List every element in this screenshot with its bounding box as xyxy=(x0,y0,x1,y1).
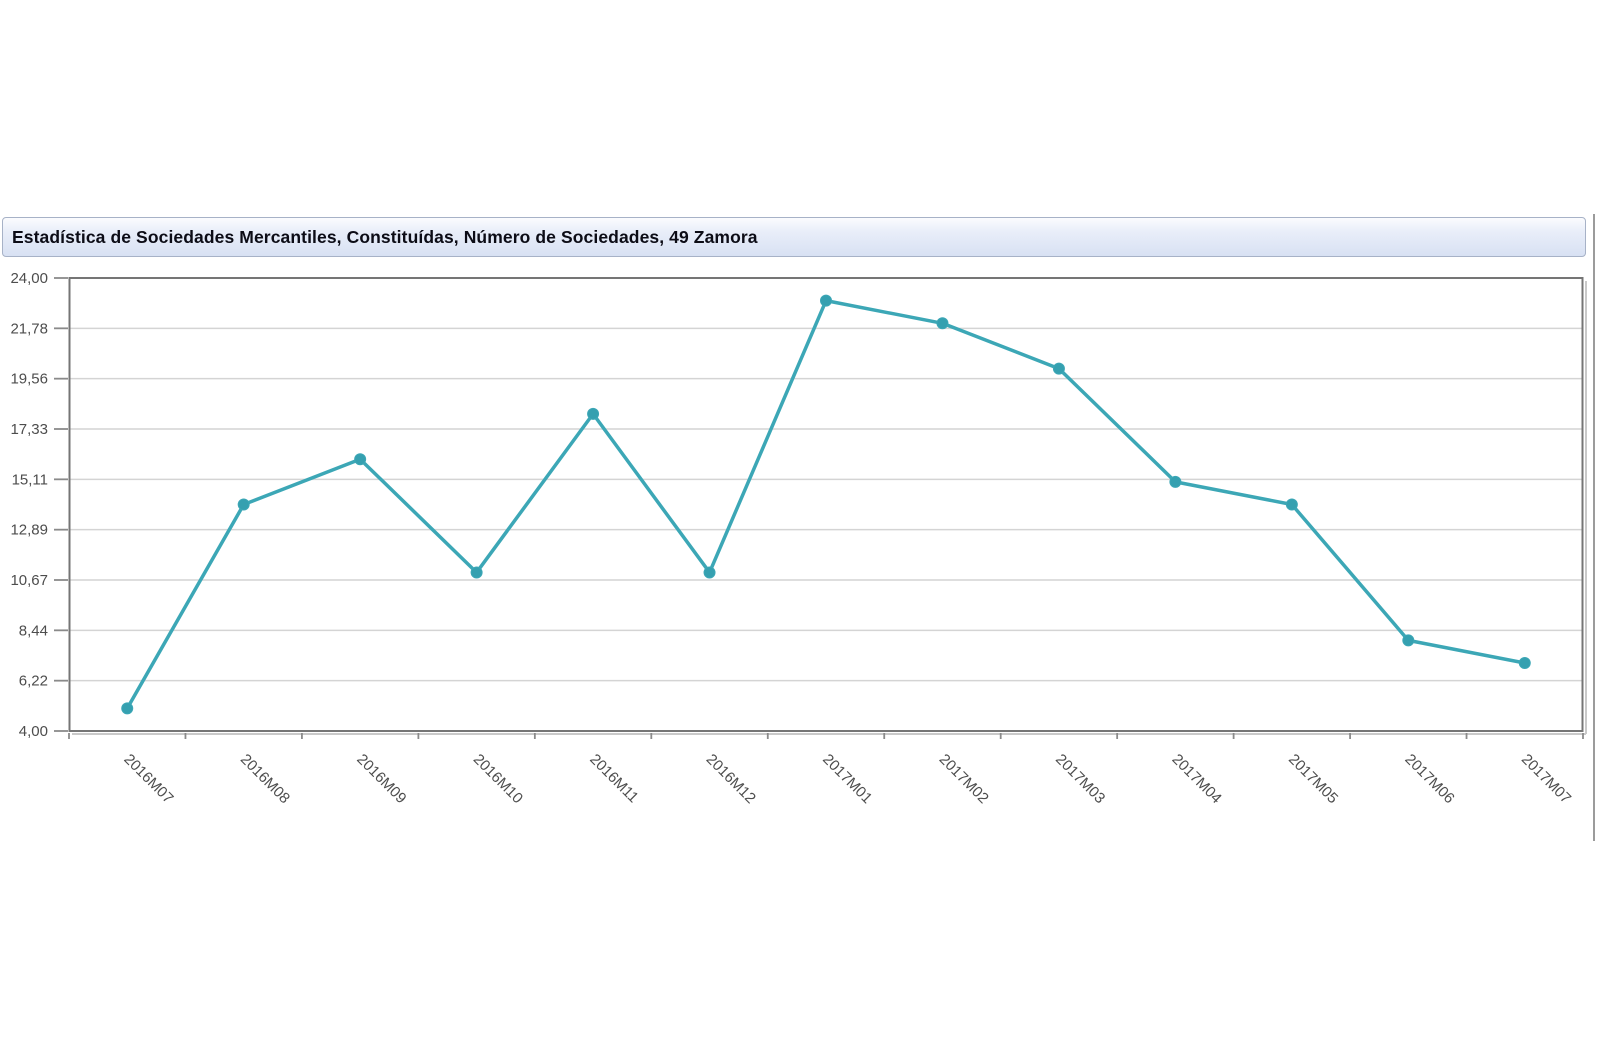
y-axis-label: 12,89 xyxy=(10,522,48,539)
data-point-2016M09[interactable] xyxy=(354,453,367,466)
data-point-2016M11[interactable] xyxy=(587,407,600,420)
y-axis-label: 21,78 xyxy=(10,320,48,337)
x-axis-label: 2016M08 xyxy=(237,751,293,807)
y-axis-label: 4,00 xyxy=(19,723,48,740)
data-point-2016M07[interactable] xyxy=(121,702,134,715)
y-axis-label: 8,44 xyxy=(19,622,48,639)
y-axis-ticks xyxy=(54,277,68,732)
x-axis-label: 2016M10 xyxy=(470,751,526,807)
x-axis-label: 2017M04 xyxy=(1169,751,1225,807)
y-axis-label: 19,56 xyxy=(10,371,48,388)
y-axis-label: 10,67 xyxy=(10,572,48,589)
plot-area-border xyxy=(68,277,1584,732)
series-line xyxy=(125,298,1527,711)
x-axis-ticks xyxy=(68,733,1584,739)
y-axis-label: 24,00 xyxy=(10,270,48,287)
x-axis-label: 2016M12 xyxy=(703,751,759,807)
x-axis-label: 2017M03 xyxy=(1052,751,1108,807)
data-point-2017M04[interactable] xyxy=(1169,475,1182,488)
series-points xyxy=(121,294,1531,715)
data-point-2017M05[interactable] xyxy=(1285,498,1298,511)
data-point-2017M03[interactable] xyxy=(1052,362,1065,375)
x-axis-label: 2016M07 xyxy=(120,751,176,807)
data-point-2016M10[interactable] xyxy=(470,566,483,579)
x-axis-label: 2017M01 xyxy=(819,751,875,807)
data-point-2017M01[interactable] xyxy=(820,294,832,307)
data-point-2017M06[interactable] xyxy=(1402,634,1415,647)
data-point-2016M08[interactable] xyxy=(237,498,250,511)
x-axis-labels: 2016M07 2016M08 2016M09 2016M10 2016M11 2016M… xyxy=(120,751,1574,807)
y-axis-labels: 24,00 21,78 19,56 17,33 15,11 12,89 10,67 8,44 6… xyxy=(10,270,48,740)
x-axis-label: 2017M02 xyxy=(936,751,992,807)
x-axis-label: 2017M05 xyxy=(1285,751,1341,807)
data-point-2017M02[interactable] xyxy=(936,317,949,330)
chart-title-bar: Estadística de Sociedades Mercantiles, C… xyxy=(2,217,1586,257)
chart-title: Estadística de Sociedades Mercantiles, C… xyxy=(12,226,758,247)
x-axis-label: 2017M07 xyxy=(1518,751,1574,807)
data-point-2016M12[interactable] xyxy=(703,566,716,579)
y-axis-label: 17,33 xyxy=(10,421,48,438)
x-axis-label: 2017M06 xyxy=(1401,751,1457,807)
y-axis-label: 15,11 xyxy=(12,471,48,488)
x-axis-label: 2016M09 xyxy=(353,751,409,807)
x-axis-label: 2016M11 xyxy=(586,751,641,806)
panel-right-border xyxy=(1593,214,1595,841)
y-gridlines xyxy=(70,327,1582,682)
data-point-2017M07[interactable] xyxy=(1518,657,1531,670)
y-axis-label: 6,22 xyxy=(19,673,48,690)
